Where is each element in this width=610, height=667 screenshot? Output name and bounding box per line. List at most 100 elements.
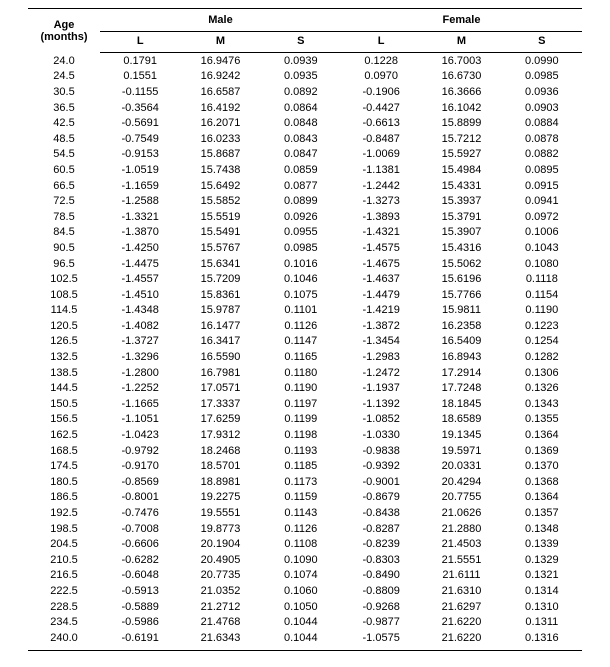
- cell-mm: 15.6341: [180, 256, 260, 272]
- cell-age: 222.5: [28, 583, 100, 599]
- table-row: 216.5-0.604820.77350.1074-0.849021.61110…: [28, 568, 582, 584]
- cell-fs: 0.1282: [502, 349, 582, 365]
- age-label-1: Age: [54, 19, 75, 31]
- cell-fl: -1.4675: [341, 256, 421, 272]
- cell-ml: -1.3870: [100, 225, 180, 241]
- cell-age: 240.0: [28, 630, 100, 650]
- female-L-header: L: [341, 32, 421, 53]
- cell-ml: 0.1791: [100, 53, 180, 69]
- cell-ms: 0.1165: [261, 349, 341, 365]
- cell-age: 234.5: [28, 614, 100, 630]
- cell-fs: 0.1254: [502, 334, 582, 350]
- cell-ms: 0.1126: [261, 318, 341, 334]
- cell-mm: 15.8361: [180, 287, 260, 303]
- cell-ml: -1.2588: [100, 193, 180, 209]
- cell-fm: 20.0331: [421, 458, 501, 474]
- cell-ms: 0.1185: [261, 458, 341, 474]
- cell-mm: 16.7981: [180, 365, 260, 381]
- cell-fl: -0.9001: [341, 474, 421, 490]
- cell-age: 36.5: [28, 100, 100, 116]
- cell-ms: 0.0926: [261, 209, 341, 225]
- table-row: 168.5-0.979218.24680.1193-0.983819.59710…: [28, 443, 582, 459]
- cell-ms: 0.1180: [261, 365, 341, 381]
- cell-fs: 0.1223: [502, 318, 582, 334]
- cell-fm: 15.5927: [421, 147, 501, 163]
- cell-ml: -1.4475: [100, 256, 180, 272]
- cell-fl: -0.8809: [341, 583, 421, 599]
- cell-fm: 17.2914: [421, 365, 501, 381]
- cell-age: 216.5: [28, 568, 100, 584]
- cell-fl: -0.9877: [341, 614, 421, 630]
- cell-fs: 0.1343: [502, 396, 582, 412]
- table-row: 174.5-0.917018.57010.1185-0.939220.03310…: [28, 458, 582, 474]
- cell-fs: 0.1118: [502, 271, 582, 287]
- cell-fl: -1.0330: [341, 427, 421, 443]
- cell-fs: 0.1306: [502, 365, 582, 381]
- cell-fm: 17.7248: [421, 380, 501, 396]
- cell-ms: 0.0848: [261, 115, 341, 131]
- cell-fs: 0.1348: [502, 521, 582, 537]
- cell-fs: 0.1154: [502, 287, 582, 303]
- cell-fm: 15.3907: [421, 225, 501, 241]
- cell-fm: 16.2358: [421, 318, 501, 334]
- cell-age: 42.5: [28, 115, 100, 131]
- cell-ml: -0.7476: [100, 505, 180, 521]
- cell-age: 156.5: [28, 412, 100, 428]
- cell-fs: 0.0990: [502, 53, 582, 69]
- cell-mm: 15.7438: [180, 162, 260, 178]
- cell-ms: 0.1147: [261, 334, 341, 350]
- cell-ml: -0.9153: [100, 147, 180, 163]
- cell-ms: 0.1044: [261, 630, 341, 650]
- cell-age: 48.5: [28, 131, 100, 147]
- cell-fm: 15.3791: [421, 209, 501, 225]
- cell-age: 24.5: [28, 69, 100, 85]
- table-row: 240.0-0.619121.63430.1044-1.057521.62200…: [28, 630, 582, 650]
- cell-mm: 20.4905: [180, 552, 260, 568]
- cell-mm: 15.5852: [180, 193, 260, 209]
- cell-fl: -1.0575: [341, 630, 421, 650]
- cell-ms: 0.0843: [261, 131, 341, 147]
- table-row: 210.5-0.628220.49050.1090-0.830321.55510…: [28, 552, 582, 568]
- table-row: 204.5-0.660620.19040.1108-0.823921.45030…: [28, 536, 582, 552]
- table-row: 102.5-1.455715.72090.1046-1.463715.61960…: [28, 271, 582, 287]
- cell-fm: 21.0626: [421, 505, 501, 521]
- cell-age: 108.5: [28, 287, 100, 303]
- table-row: 78.5-1.332115.55190.0926-1.389315.37910.…: [28, 209, 582, 225]
- cell-fl: -0.9268: [341, 599, 421, 615]
- cell-age: 210.5: [28, 552, 100, 568]
- cell-age: 66.5: [28, 178, 100, 194]
- cell-fl: -0.9392: [341, 458, 421, 474]
- cell-fs: 0.1190: [502, 303, 582, 319]
- cell-ml: -1.3296: [100, 349, 180, 365]
- cell-fm: 21.6220: [421, 630, 501, 650]
- cell-mm: 16.0233: [180, 131, 260, 147]
- cell-fl: -1.1381: [341, 162, 421, 178]
- cell-fm: 15.5062: [421, 256, 501, 272]
- cell-fl: -1.0069: [341, 147, 421, 163]
- cell-fm: 21.6111: [421, 568, 501, 584]
- cell-fm: 16.8943: [421, 349, 501, 365]
- cell-ms: 0.0877: [261, 178, 341, 194]
- cell-mm: 16.5590: [180, 349, 260, 365]
- cell-fs: 0.0903: [502, 100, 582, 116]
- cell-fm: 18.1845: [421, 396, 501, 412]
- cell-age: 168.5: [28, 443, 100, 459]
- cell-ml: -0.7549: [100, 131, 180, 147]
- cell-age: 144.5: [28, 380, 100, 396]
- cell-fs: 0.1006: [502, 225, 582, 241]
- cell-age: 180.5: [28, 474, 100, 490]
- table-row: 180.5-0.856918.89810.1173-0.900120.42940…: [28, 474, 582, 490]
- cell-ms: 0.0985: [261, 240, 341, 256]
- cell-fm: 20.7755: [421, 490, 501, 506]
- cell-mm: 17.9312: [180, 427, 260, 443]
- cell-age: 96.5: [28, 256, 100, 272]
- cell-age: 78.5: [28, 209, 100, 225]
- cell-fm: 15.7766: [421, 287, 501, 303]
- cell-fl: 0.1228: [341, 53, 421, 69]
- cell-mm: 17.6259: [180, 412, 260, 428]
- cell-fm: 16.1042: [421, 100, 501, 116]
- cell-fs: 0.0915: [502, 178, 582, 194]
- cell-fm: 15.4316: [421, 240, 501, 256]
- cell-mm: 16.1477: [180, 318, 260, 334]
- cell-age: 114.5: [28, 303, 100, 319]
